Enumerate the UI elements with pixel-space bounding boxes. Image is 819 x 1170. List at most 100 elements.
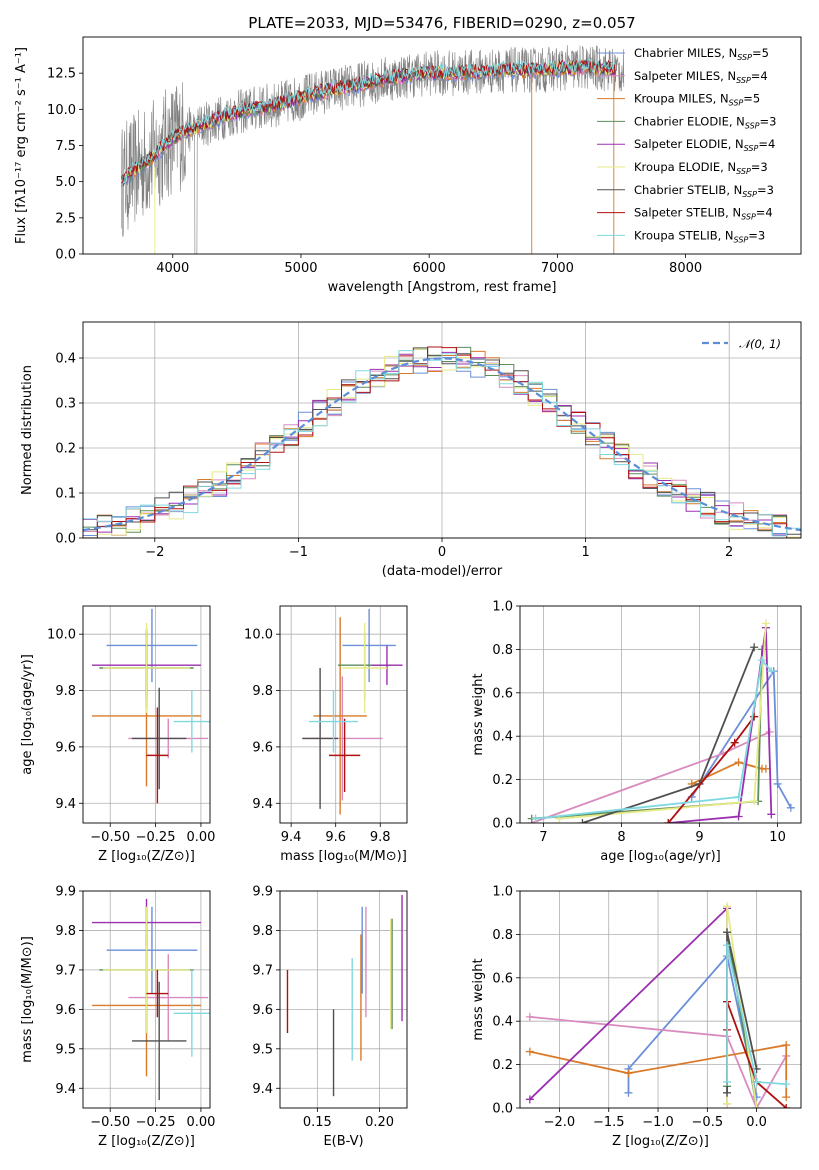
y-tick-label: 0.2 xyxy=(492,1058,513,1073)
legend-subscript: SSP xyxy=(744,144,759,153)
legend-label: Chabrier MILES, NSSP=5 xyxy=(634,46,769,62)
legend-count: =3 xyxy=(757,183,774,197)
legend-subscript: SSP xyxy=(736,76,751,85)
y-axis-label: Flux [fλ10⁻¹⁷ erg cm⁻² s⁻¹ A⁻¹] xyxy=(14,47,29,244)
chart-mass_vs_ebv: 0.15 0.20 9.4 9.5 9.6 9.7 9.8 9.9 E(B-V) xyxy=(252,885,408,1149)
y-tick-label: 9.6 xyxy=(55,1003,76,1018)
x-tick-label: 0.0 xyxy=(746,1115,767,1130)
axes-frame xyxy=(519,605,802,824)
weight-marker xyxy=(723,1099,732,1108)
x-tick-label: 0 xyxy=(438,545,446,560)
weight-marker xyxy=(730,738,739,747)
x-tick-label: 7000 xyxy=(541,261,574,276)
y-tick-label: 2.5 xyxy=(55,211,76,226)
weight-marker xyxy=(734,792,743,801)
y-tick-label: 9.4 xyxy=(252,797,273,812)
weight-marker xyxy=(525,1047,534,1056)
legend-label: 𝒩(0, 1) xyxy=(739,337,781,351)
plot-area xyxy=(92,608,210,804)
y-axis-label: mass weight xyxy=(471,673,486,755)
x-tick-label: 6000 xyxy=(413,261,446,276)
legend-count: =3 xyxy=(751,160,768,174)
weight-series xyxy=(529,1016,787,1108)
y-tick-label: 9.6 xyxy=(252,740,273,755)
legend-label: Kroupa ELODIE, NSSP=3 xyxy=(634,160,768,176)
weight-series xyxy=(667,716,755,823)
x-tick-label: 8000 xyxy=(669,261,702,276)
histogram-series xyxy=(83,350,801,537)
plot-area xyxy=(302,608,403,815)
weight-series xyxy=(668,627,773,823)
weight-marker xyxy=(786,803,795,812)
weight-marker xyxy=(734,758,743,767)
x-tick-label: −0.50 xyxy=(90,1115,130,1130)
x-tick-label: 0.20 xyxy=(365,1115,394,1130)
weight-series xyxy=(529,1044,788,1098)
weight-marker xyxy=(750,797,759,806)
weight-marker xyxy=(723,941,732,950)
chart-weight_vs_age: 7 8 9 10 0.0 0.2 0.4 0.6 0.8 1.0 age [log₁₀(age/yr… xyxy=(471,600,802,864)
weight-marker xyxy=(752,1077,761,1086)
x-tick-label: 10 xyxy=(769,830,786,845)
legend-name: Chabrier STELIB, N xyxy=(634,183,742,197)
plot-area xyxy=(92,898,210,1101)
x-tick-label: 5000 xyxy=(284,261,317,276)
weight-marker xyxy=(723,928,732,937)
weight-series xyxy=(726,906,758,1108)
y-tick-label: 10.0 xyxy=(47,103,76,118)
weight-series xyxy=(535,658,772,820)
legend-name: Salpeter MILES, N xyxy=(634,69,736,83)
y-tick-label: 9.4 xyxy=(252,1082,273,1097)
y-tick-label: 0.0 xyxy=(492,817,513,832)
y-tick-label: 9.8 xyxy=(252,684,273,699)
x-tick-label: 9.6 xyxy=(325,830,346,845)
legend-subscript: SSP xyxy=(741,213,756,222)
y-tick-label: 9.5 xyxy=(55,1042,76,1057)
x-axis-label: (data-model)/error xyxy=(382,564,503,579)
axes-frame xyxy=(82,890,211,1109)
chart-age_vs_mass: 9.4 9.6 9.8 9.4 9.6 9.8 10.0 mass [log₁₀(M/M⊙)] xyxy=(244,605,408,864)
legend-name: Salpeter STELIB, N xyxy=(634,206,741,220)
weight-series xyxy=(627,954,758,1098)
x-tick-label: 7 xyxy=(539,830,547,845)
weight-marker xyxy=(782,1093,791,1102)
y-tick-label: 1.0 xyxy=(492,600,513,615)
y-tick-label: 9.4 xyxy=(55,1082,76,1097)
spectrum-data xyxy=(121,45,625,254)
legend-label: Kroupa STELIB, NSSP=3 xyxy=(634,228,765,244)
weight-marker xyxy=(761,619,770,628)
chart-spectrum: 4000 5000 6000 7000 8000 0.0 2.5 5.0 7.5 10.0 12.5… xyxy=(14,14,802,295)
legend-label: Salpeter ELODIE, NSSP=4 xyxy=(634,137,775,153)
y-tick-label: 9.7 xyxy=(55,963,76,978)
y-tick-label: 0.8 xyxy=(492,643,513,658)
weight-marker xyxy=(624,1069,633,1078)
x-axis-label: Z [log₁₀(Z/Z⊙)] xyxy=(612,1134,709,1149)
y-axis-label: mass [log₁₀(M/M⊙)] xyxy=(20,936,35,1063)
x-axis-label: Z [log₁₀(Z/Z⊙)] xyxy=(98,849,195,864)
legend-subscript: SSP xyxy=(745,121,760,130)
plot-area xyxy=(527,619,795,823)
y-tick-label: 9.9 xyxy=(252,885,273,900)
y-tick-label: 9.8 xyxy=(55,684,76,699)
weight-marker xyxy=(734,812,743,821)
axes-frame xyxy=(519,890,802,1109)
x-tick-label: −0.25 xyxy=(136,1115,176,1130)
axes-frame xyxy=(82,605,211,824)
axes-frame xyxy=(279,890,408,1109)
y-axis-label: age [log₁₀(age/yr)] xyxy=(20,654,35,775)
chart-age_vs_Z: −0.50 −0.25 0.00 9.4 9.6 9.8 10.0 Z [log₁₀(Z/Z⊙… xyxy=(20,605,215,864)
y-tick-label: 0.0 xyxy=(55,532,76,547)
y-tick-label: 9.7 xyxy=(252,963,273,978)
weight-marker xyxy=(761,764,770,773)
y-tick-label: 9.8 xyxy=(252,924,273,939)
y-tick-label: 0.2 xyxy=(55,442,76,457)
y-tick-label: 10.0 xyxy=(47,628,76,643)
x-tick-label: −2 xyxy=(145,545,164,560)
legend-label: Chabrier STELIB, NSSP=3 xyxy=(634,183,774,199)
x-tick-label: 0.00 xyxy=(186,1115,215,1130)
y-tick-label: 1.0 xyxy=(492,885,513,900)
y-tick-label: 0.3 xyxy=(55,397,76,412)
y-tick-label: 9.8 xyxy=(55,924,76,939)
spectrum-model xyxy=(121,57,617,186)
y-tick-label: 9.5 xyxy=(252,1042,273,1057)
